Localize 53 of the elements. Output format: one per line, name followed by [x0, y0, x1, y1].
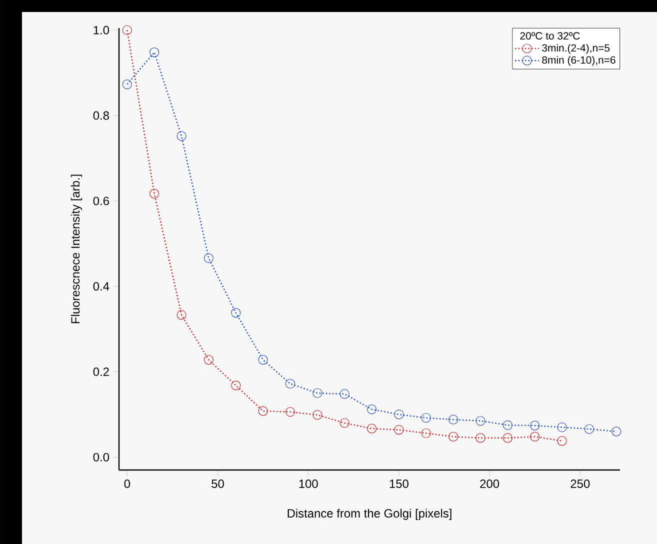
point: [176, 310, 186, 320]
point: [258, 406, 268, 416]
x-tick-label: 0: [124, 480, 130, 488]
legend-label: 3min.(2-4),n=5: [542, 44, 610, 54]
x-tick-label: 200: [480, 480, 500, 488]
point: [421, 413, 431, 423]
point: [312, 410, 322, 420]
point: [366, 424, 377, 434]
point: [502, 433, 512, 443]
point: [258, 355, 268, 365]
point: [285, 407, 296, 417]
x-tick-label: 150: [390, 480, 408, 488]
y-tick-label: 0.0: [93, 452, 110, 462]
y-tick-label: 0.8: [93, 111, 109, 120]
point: [421, 428, 431, 438]
point: [448, 414, 458, 424]
point: [394, 425, 404, 435]
y-tick-label: 0.6: [93, 196, 109, 206]
point: [340, 418, 350, 428]
point: [122, 25, 132, 35]
point: [530, 420, 540, 430]
point: [557, 422, 567, 432]
point: [285, 378, 296, 389]
y-tick-label: 0.4: [93, 282, 110, 291]
point: [476, 416, 486, 426]
point: [476, 433, 486, 443]
point: [122, 80, 132, 90]
point: [502, 420, 512, 430]
point: [584, 424, 594, 434]
point: [176, 131, 186, 141]
point: [394, 410, 404, 420]
legend-label: 8min (6-10),n=6: [542, 56, 616, 66]
point: [530, 432, 540, 442]
y-tick-label: 1.0: [94, 26, 110, 34]
x-tick-label: 250: [570, 480, 590, 488]
point: [448, 432, 458, 442]
point: [340, 389, 350, 399]
point: [150, 48, 160, 58]
point: [612, 426, 622, 436]
x-axis-title: Distance from the Golgi [pixels]: [288, 508, 452, 520]
point: [231, 380, 241, 390]
point: [204, 355, 214, 365]
point: [366, 404, 377, 414]
x-tick-label: 100: [299, 480, 318, 488]
y-axis-title: Fluorescnece Intensity [arb.]: [70, 174, 82, 324]
x-tick-label: 50: [212, 480, 224, 488]
legend-title: 20ºC to 32ºC: [520, 32, 580, 40]
y-tick-label: 0.2: [93, 368, 109, 376]
point: [231, 308, 241, 318]
point: [557, 436, 567, 446]
point: [204, 253, 214, 263]
point: [150, 188, 160, 198]
point: [312, 388, 322, 398]
